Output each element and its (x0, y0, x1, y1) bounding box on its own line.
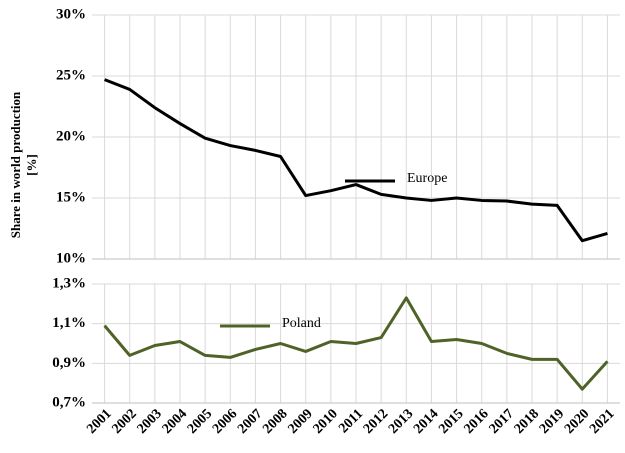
y-tick-label: 0,7% (52, 394, 86, 410)
x-tick-label: 2006 (210, 406, 240, 436)
x-tick-label: 2011 (336, 406, 366, 436)
data-line (104, 78, 608, 243)
x-tick-label: 2010 (311, 406, 341, 436)
x-tick-label: 2001 (84, 406, 114, 436)
y-tick-label: 20% (56, 128, 86, 144)
x-tick-label: 2009 (285, 406, 315, 436)
y-tick-label: 25% (56, 67, 86, 83)
x-tick-label: 2007 (235, 406, 265, 436)
x-tick-label: 2013 (386, 406, 416, 436)
x-tick-label: 2005 (185, 406, 215, 436)
data-line (103, 296, 609, 391)
y-axis-label: [%] (24, 154, 39, 176)
legend-label: Europe (407, 171, 447, 186)
y-tick-label: 30% (56, 6, 86, 22)
x-tick-label: 2016 (461, 406, 491, 436)
y-tick-label: 0,9% (52, 355, 86, 371)
x-tick-label: 2017 (487, 406, 517, 436)
y-tick-label: 1,3% (52, 275, 86, 291)
legend-label: Poland (282, 316, 321, 331)
y-tick-label: 15% (56, 189, 86, 205)
x-tick-label: 2004 (160, 406, 190, 436)
x-tick-label: 2008 (260, 406, 290, 436)
x-tick-label: 2002 (109, 406, 139, 436)
y-tick-label: 1,1% (52, 315, 86, 331)
y-tick-label: 10% (56, 250, 86, 266)
x-tick-label: 2018 (512, 406, 542, 436)
x-tick-label: 2019 (537, 406, 567, 436)
x-tick-label: 2003 (135, 406, 165, 436)
x-tick-label: 2015 (436, 406, 466, 436)
y-axis-label: Share in world production (8, 91, 23, 238)
x-tick-label: 2012 (361, 406, 391, 436)
x-tick-label: 2020 (562, 406, 592, 436)
x-tick-label: 2014 (411, 406, 441, 436)
x-tick-label: 2021 (587, 406, 617, 436)
